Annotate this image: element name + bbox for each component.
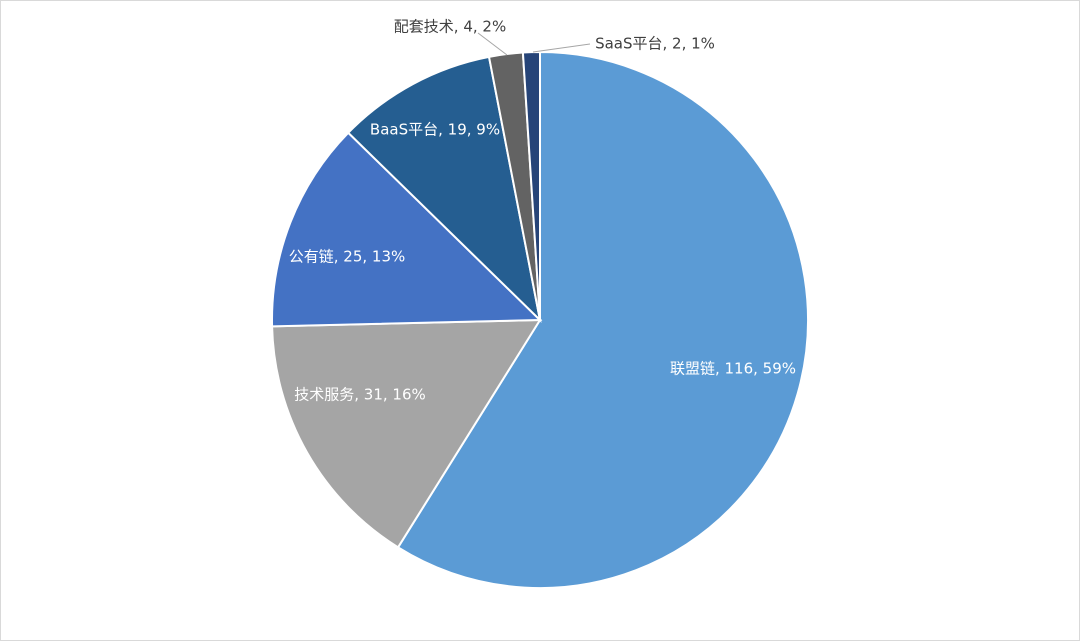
leader-line bbox=[532, 43, 591, 53]
data-label: 联盟链, 116, 59% bbox=[670, 360, 796, 378]
data-label: 配套技术, 4, 2% bbox=[394, 18, 506, 36]
pie-slice bbox=[521, 50, 541, 321]
data-label: BaaS平台, 19, 9% bbox=[370, 121, 500, 139]
pie-slice bbox=[396, 50, 809, 589]
data-label: 技术服务, 31, 16% bbox=[294, 386, 426, 404]
data-label: 公有链, 25, 13% bbox=[289, 248, 406, 266]
data-label: SaaS平台, 2, 1% bbox=[595, 35, 715, 53]
pie-slice bbox=[346, 55, 542, 323]
leader-line bbox=[477, 32, 508, 56]
pie-slice bbox=[271, 318, 542, 549]
pie-slice bbox=[271, 131, 543, 328]
